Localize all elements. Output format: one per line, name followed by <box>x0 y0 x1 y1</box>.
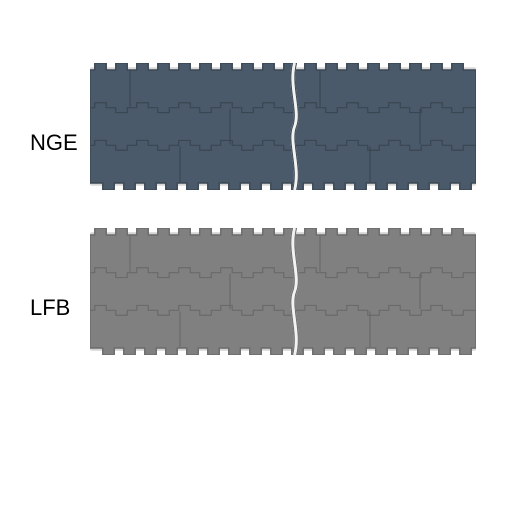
label-lfb: LFB <box>30 295 70 321</box>
belt-nge-body <box>90 63 476 190</box>
belt-nge <box>90 63 476 190</box>
belt-lfb-svg <box>90 228 476 355</box>
belt-lfb-body <box>90 228 476 355</box>
stage: NGE LFB <box>0 0 512 512</box>
belt-lfb <box>90 228 476 355</box>
label-nge: NGE <box>30 130 78 156</box>
belt-nge-svg <box>90 63 476 190</box>
